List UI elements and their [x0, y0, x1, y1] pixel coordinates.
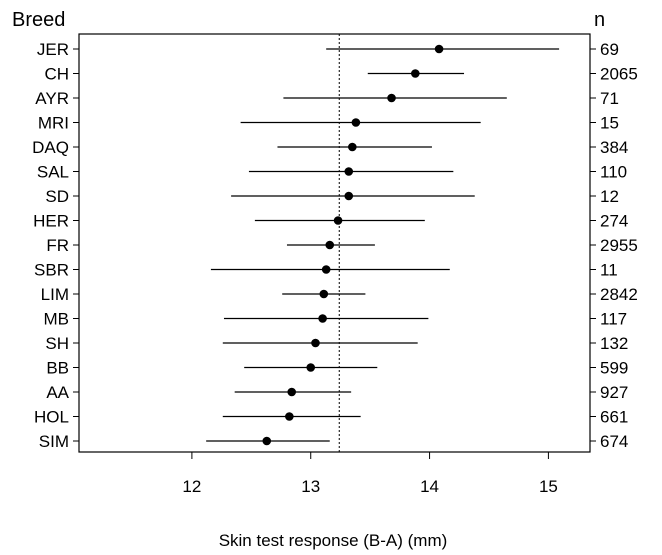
x-tick-label: 13 [301, 477, 320, 496]
n-value: 927 [600, 383, 628, 402]
breed-label: SD [45, 187, 69, 206]
breed-label: AYR [35, 89, 69, 108]
n-value: 384 [600, 138, 628, 157]
estimate-point [311, 338, 320, 348]
estimate-point [319, 289, 329, 299]
x-tick-label: 15 [539, 477, 558, 496]
breed-label: CH [44, 65, 69, 84]
n-value: 71 [600, 89, 619, 108]
estimate-point [387, 93, 396, 103]
breed-label: HOL [34, 408, 69, 427]
estimate-point [351, 118, 361, 127]
breed-label: SBR [34, 261, 69, 280]
breed-axis-title: Breed [12, 9, 65, 31]
estimate-point [318, 314, 327, 323]
n-value: 12 [600, 187, 619, 206]
breed-label: HER [33, 212, 69, 231]
n-value: 599 [600, 359, 628, 378]
n-value: 110 [600, 163, 627, 182]
estimate-point [411, 69, 420, 78]
breed-label: SAL [37, 163, 69, 182]
n-value: 2842 [600, 285, 638, 304]
breed-label: JER [37, 40, 69, 59]
n-value: 15 [600, 114, 619, 133]
n-value: 132 [600, 334, 628, 353]
n-value: 69 [600, 40, 619, 59]
estimate-point [344, 167, 354, 176]
estimate-point [434, 44, 444, 54]
n-value: 661 [600, 408, 628, 427]
n-value: 2955 [600, 236, 638, 255]
estimate-point [321, 265, 331, 274]
n-value: 11 [600, 261, 618, 280]
estimate-point [348, 142, 357, 152]
breed-label: MB [44, 310, 70, 329]
estimate-point [287, 387, 297, 397]
n-column-title: n [594, 9, 605, 31]
estimate-point [344, 191, 354, 201]
estimate-point [325, 240, 335, 250]
x-axis-title: Skin test response (B-A) (mm) [219, 531, 448, 550]
n-value: 674 [600, 432, 628, 451]
breed-label: MRI [38, 114, 69, 133]
breed-label: BB [46, 359, 69, 378]
estimate-point [285, 412, 294, 421]
breed-label: DAQ [32, 138, 69, 157]
n-value: 274 [600, 212, 628, 231]
estimate-point [262, 436, 272, 446]
breed-label: SIM [39, 432, 69, 451]
breed-label: AA [46, 383, 69, 402]
plot-frame [78, 33, 591, 453]
breed-label: FR [46, 236, 69, 255]
breed-label: SH [45, 334, 69, 353]
n-value: 117 [600, 310, 627, 329]
breed-label: LIM [41, 285, 69, 304]
estimate-point [333, 216, 343, 225]
x-tick-label: 12 [182, 477, 201, 496]
x-tick-label: 14 [420, 477, 439, 496]
estimate-point [306, 363, 316, 372]
n-value: 2065 [600, 65, 638, 84]
